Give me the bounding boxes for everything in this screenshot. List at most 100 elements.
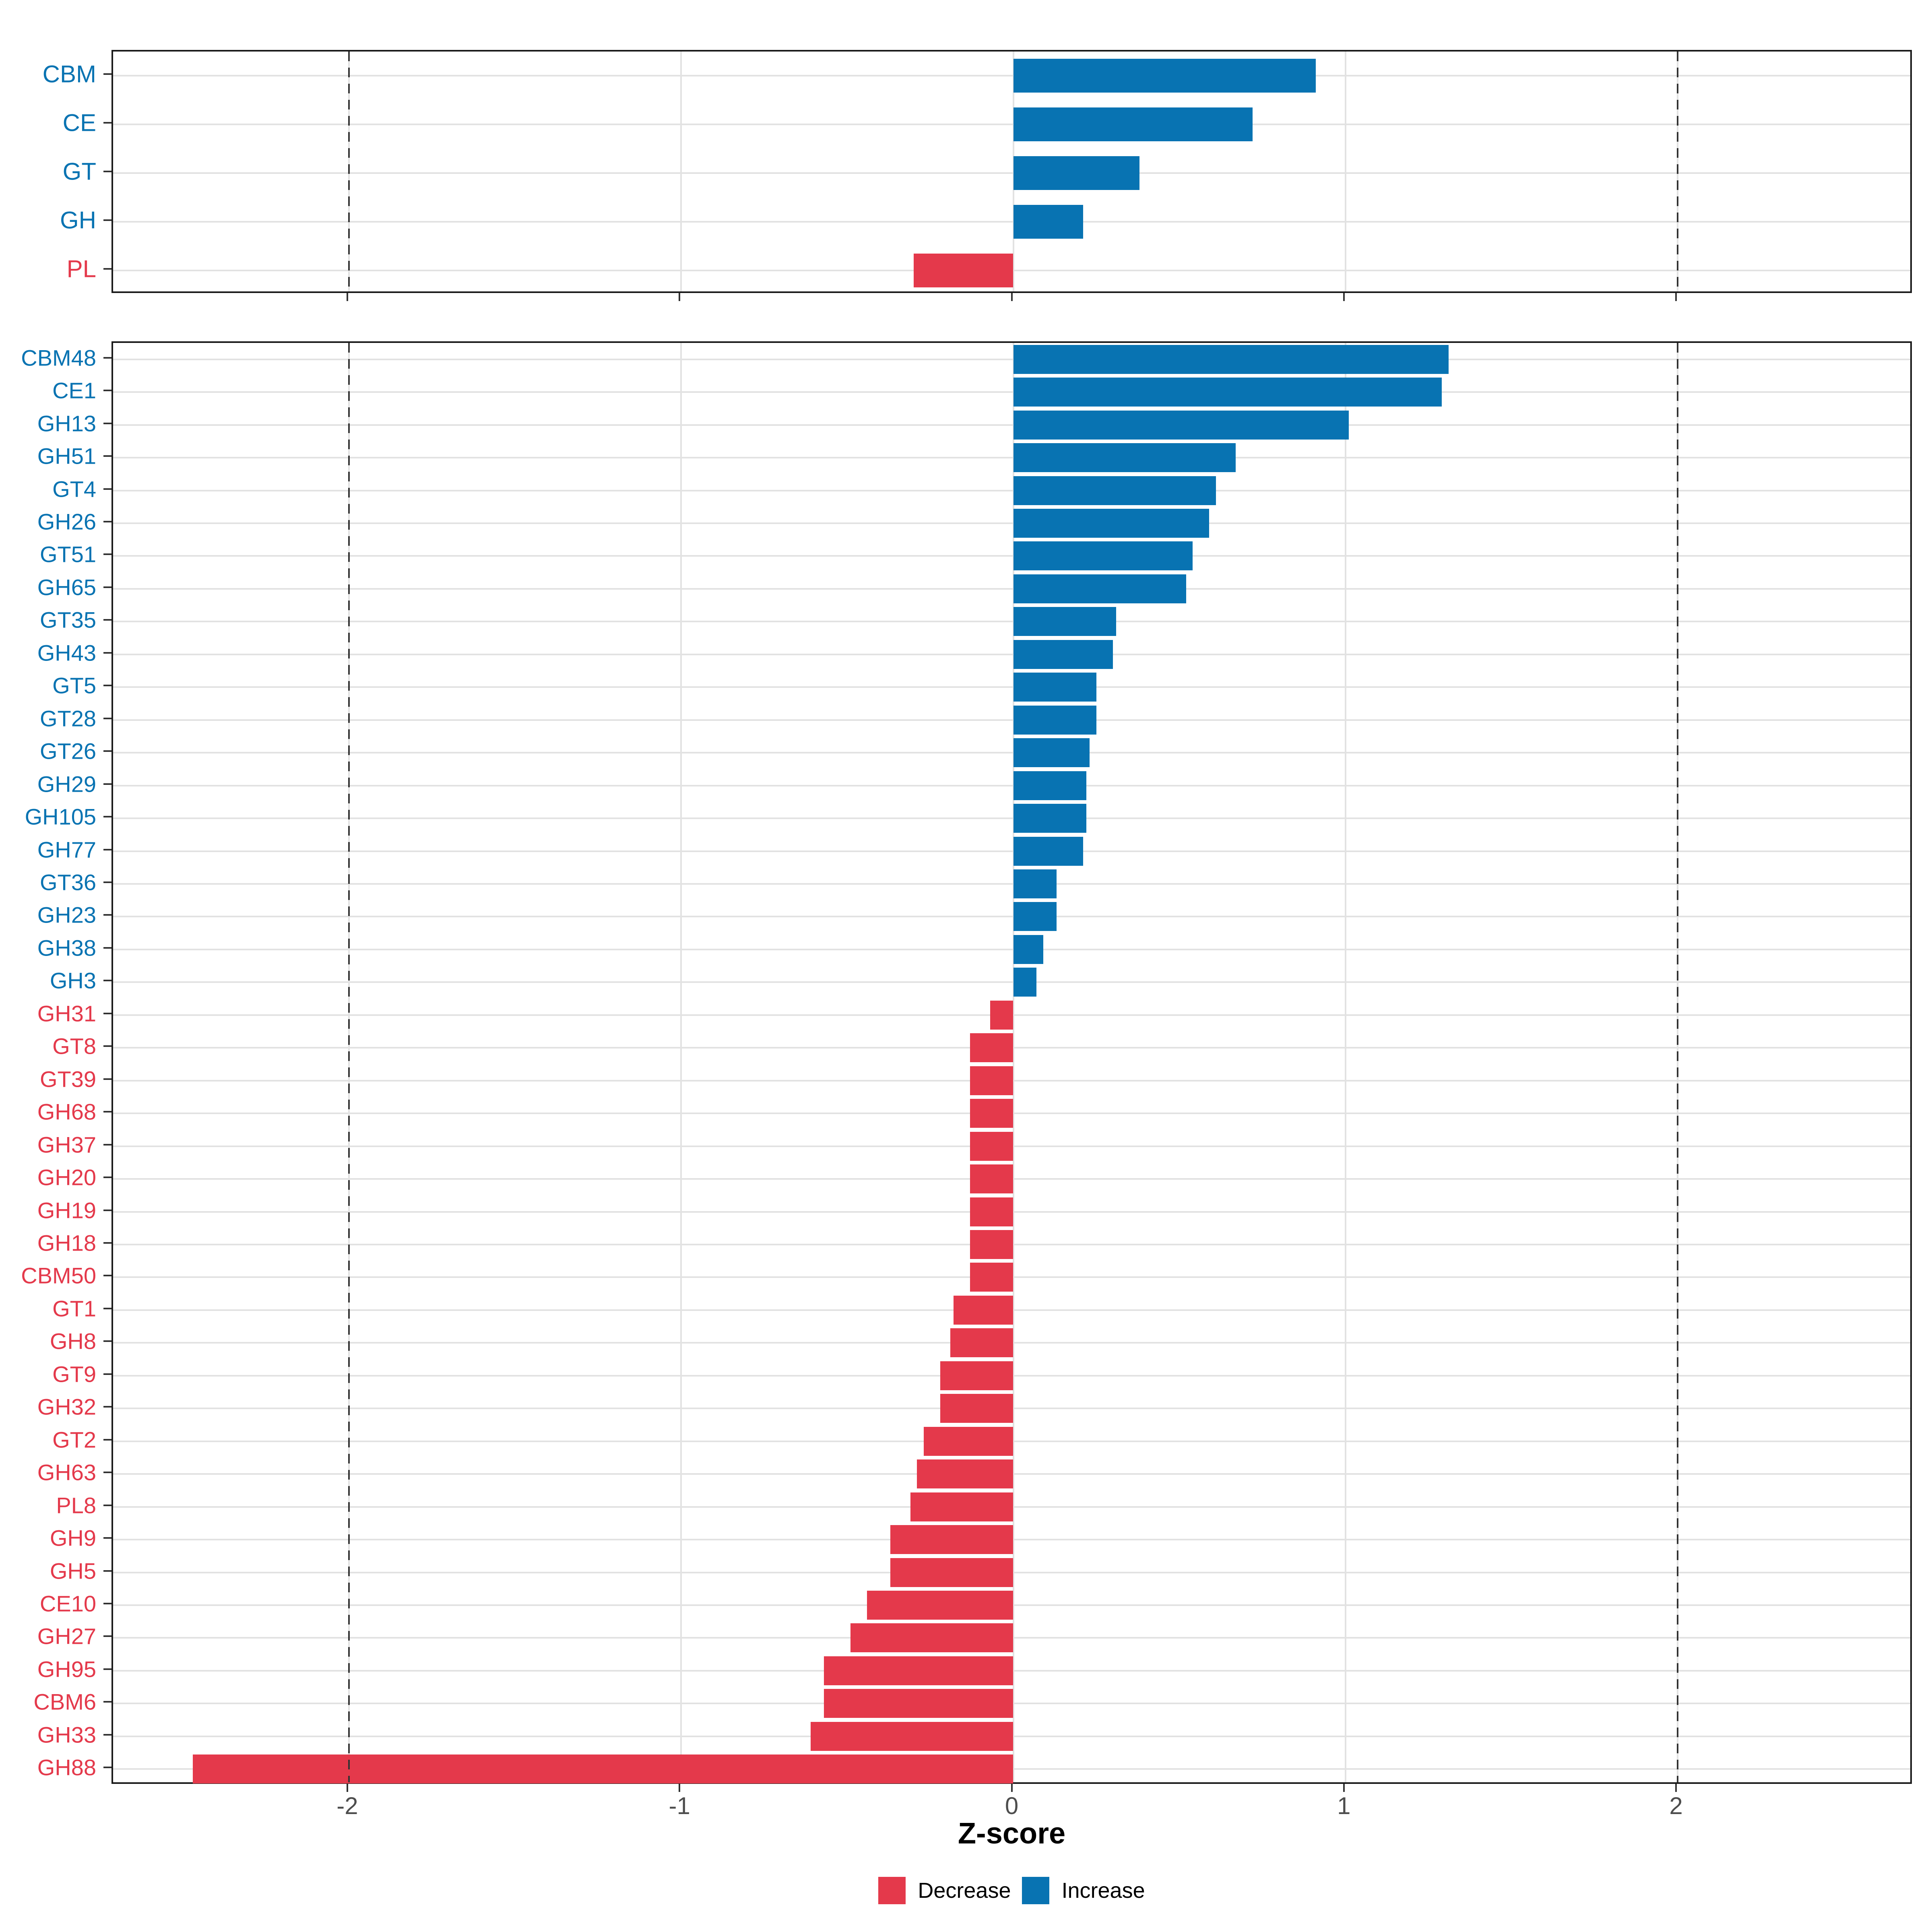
y-axis-tick <box>103 947 111 949</box>
x-tick-label-2: 2 <box>1669 1792 1683 1819</box>
vertical-gridline <box>1344 52 1346 291</box>
category-label-GT5: GT5 <box>52 673 96 698</box>
category-label-CBM6: CBM6 <box>33 1689 96 1715</box>
x-axis-tick <box>1011 1784 1013 1792</box>
horizontal-gridline <box>113 948 1910 950</box>
category-label-GH37: GH37 <box>37 1132 96 1158</box>
category-label-GT51: GT51 <box>39 541 96 567</box>
category-label-GH5: GH5 <box>50 1558 96 1584</box>
bar-GH9 <box>890 1525 1013 1554</box>
x-axis-tick <box>346 1784 348 1792</box>
category-label-GT39: GT39 <box>39 1066 96 1092</box>
category-label-GT35: GT35 <box>39 607 96 633</box>
category-label-GH31: GH31 <box>37 1001 96 1026</box>
horizontal-gridline <box>113 358 1910 360</box>
y-axis-tick <box>103 422 111 424</box>
bar-GT1 <box>953 1295 1013 1325</box>
bar-PL <box>913 253 1013 287</box>
x-axis-tick <box>1011 293 1013 301</box>
x-axis-tick <box>1343 293 1345 301</box>
bar-GH88 <box>193 1754 1013 1784</box>
bar-PL8 <box>910 1492 1013 1521</box>
y-axis-tick <box>103 1504 111 1506</box>
y-axis-tick <box>103 1701 111 1703</box>
decrease-color-swatch <box>878 1877 906 1904</box>
category-label-GH: GH <box>60 206 96 234</box>
category-label-CE10: CE10 <box>39 1591 96 1616</box>
bar-GT2 <box>923 1426 1013 1456</box>
dashed-reference-line <box>1677 343 1679 1782</box>
category-label-GH43: GH43 <box>37 640 96 666</box>
category-label-GT1: GT1 <box>52 1296 96 1321</box>
bar-CE1 <box>1013 378 1442 407</box>
horizontal-gridline <box>113 916 1910 918</box>
horizontal-gridline <box>113 621 1910 623</box>
y-axis-tick <box>103 390 111 392</box>
bar-GH51 <box>1013 443 1236 473</box>
y-axis-tick <box>103 1340 111 1342</box>
category-label-GT36: GT36 <box>39 869 96 895</box>
y-axis-tick <box>103 488 111 490</box>
x-tick-label--1: -1 <box>669 1792 690 1819</box>
category-label-GH68: GH68 <box>37 1099 96 1125</box>
y-axis-tick <box>103 73 111 75</box>
category-label-GH8: GH8 <box>50 1328 96 1354</box>
vertical-gridline <box>1012 343 1014 1782</box>
category-label-CBM48: CBM48 <box>21 345 96 371</box>
y-axis-tick <box>103 914 111 916</box>
bar-GT26 <box>1013 738 1090 768</box>
bar-GH32 <box>940 1394 1013 1423</box>
y-axis-tick <box>103 1111 111 1113</box>
category-label-GH29: GH29 <box>37 771 96 797</box>
y-axis-tick <box>103 881 111 883</box>
category-label-GT2: GT2 <box>52 1427 96 1453</box>
bar-GH27 <box>850 1623 1013 1653</box>
bar-GT4 <box>1013 476 1216 505</box>
y-axis-tick <box>103 1045 111 1047</box>
y-axis-tick <box>103 980 111 982</box>
legend-item-decrease: Decrease <box>878 1877 1011 1904</box>
category-label-GH51: GH51 <box>37 443 96 469</box>
y-axis-tick <box>103 816 111 818</box>
bar-GH <box>1013 204 1083 239</box>
horizontal-gridline <box>113 457 1910 459</box>
y-axis-tick <box>103 1078 111 1080</box>
horizontal-gridline <box>113 784 1910 786</box>
horizontal-gridline <box>113 221 1910 223</box>
x-tick-label-1: 1 <box>1337 1792 1351 1819</box>
category-label-GH88: GH88 <box>37 1754 96 1780</box>
horizontal-gridline <box>113 522 1910 524</box>
bar-GH19 <box>970 1197 1013 1226</box>
horizontal-gridline <box>113 850 1910 852</box>
category-label-GH13: GH13 <box>37 411 96 436</box>
x-axis-tick <box>346 293 348 301</box>
y-axis-tick <box>103 171 111 172</box>
category-label-GT4: GT4 <box>52 476 96 502</box>
category-label-CE1: CE1 <box>52 378 96 403</box>
category-label-GH18: GH18 <box>37 1230 96 1256</box>
y-axis-tick <box>103 750 111 752</box>
bar-CE <box>1013 107 1253 142</box>
category-label-CBM: CBM <box>42 60 96 88</box>
bottom-panel-cazyme-families <box>111 341 1912 1784</box>
bar-GH26 <box>1013 509 1210 538</box>
y-axis-tick <box>103 1209 111 1211</box>
y-axis-tick <box>103 685 111 687</box>
dashed-reference-line <box>1677 52 1679 291</box>
y-axis-tick <box>103 1307 111 1309</box>
x-tick-label-0: 0 <box>1005 1792 1019 1819</box>
horizontal-gridline <box>113 75 1910 77</box>
category-label-GH27: GH27 <box>37 1623 96 1649</box>
bar-GH38 <box>1013 935 1043 964</box>
horizontal-gridline <box>113 981 1910 983</box>
bar-GT39 <box>970 1066 1013 1095</box>
horizontal-gridline <box>113 653 1910 655</box>
y-axis-tick <box>103 1734 111 1736</box>
y-axis-tick <box>103 521 111 522</box>
bar-CBM6 <box>824 1689 1013 1718</box>
vertical-gridline <box>1344 343 1346 1782</box>
legend-label-decrease: Decrease <box>918 1878 1011 1903</box>
bar-GH63 <box>917 1459 1013 1489</box>
category-label-GT26: GT26 <box>39 738 96 764</box>
category-label-GT28: GT28 <box>39 706 96 731</box>
